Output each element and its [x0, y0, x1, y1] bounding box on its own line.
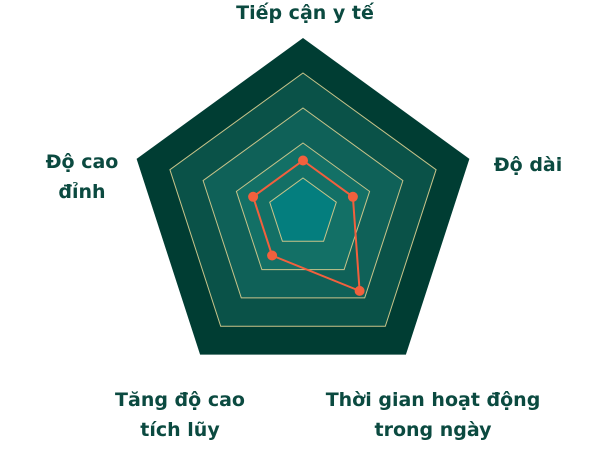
data-point-1 [298, 155, 308, 166]
radar-grid [136, 38, 470, 355]
axis-label-tang-do-cao: Tăng độ cao tích lũy [115, 389, 245, 441]
data-point-5 [248, 191, 259, 202]
axis-label-tiep-can-y-te: Tiếp cận y tế [236, 2, 374, 24]
axis-label-do-dai: Độ dài [493, 154, 563, 176]
axis-label-do-cao-dinh: Độ cao đỉnh [45, 151, 119, 203]
series-line [251, 159, 361, 293]
data-point-3 [354, 285, 365, 296]
axis-label-thoi-gian-hoat-dong: Thời gian hoạt động trong ngày [325, 389, 541, 441]
radar-series [248, 155, 365, 296]
grid-ring-5 [269, 177, 337, 242]
data-point-4 [267, 250, 278, 261]
data-point-2 [347, 191, 358, 202]
